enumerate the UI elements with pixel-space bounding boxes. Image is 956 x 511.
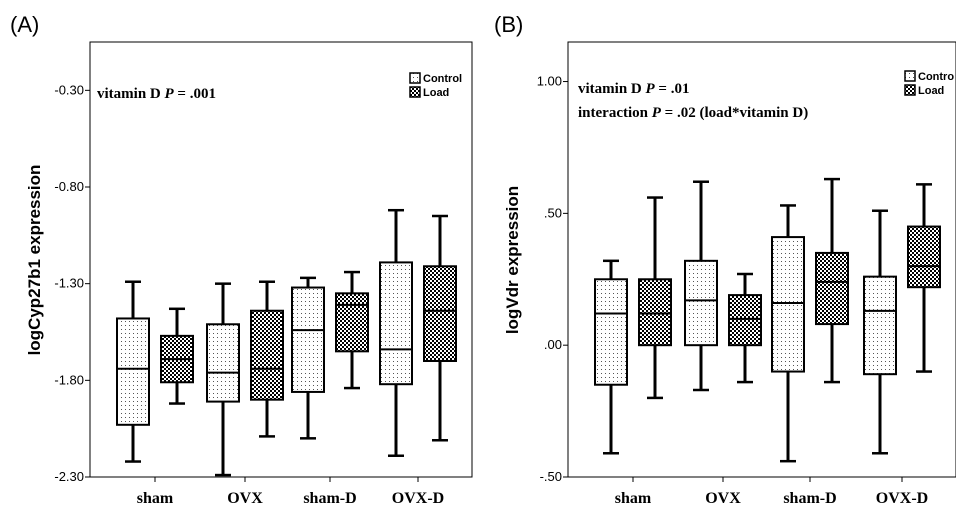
- legend-swatch: [904, 70, 916, 82]
- y-tick-label: -0.30: [54, 82, 84, 97]
- legend: Contro Load: [904, 70, 954, 97]
- panel-label: (A): [10, 12, 39, 37]
- box-iqr: [907, 225, 941, 289]
- y-tick-label: .00: [544, 337, 562, 352]
- box-control-sham: [116, 280, 150, 463]
- box-control-ovx-d: [379, 208, 413, 457]
- box-load-ovx-d: [423, 214, 457, 442]
- legend-entry: Contro: [918, 71, 954, 83]
- y-axis-label: logVdr expression: [503, 186, 522, 334]
- annotation-suffix: = .001: [174, 86, 216, 102]
- x-tick-label-sham: sham: [615, 490, 652, 507]
- box-iqr: [250, 309, 284, 401]
- box-control-sham-d: [291, 276, 325, 440]
- box-contro-ovx-d: [863, 209, 897, 455]
- annotation-prefix: interaction: [578, 105, 652, 121]
- x-tick-label-ovx-d: OVX-D: [392, 490, 444, 507]
- y-tick-label: 1.00: [537, 74, 562, 89]
- box-contro-ovx: [684, 180, 718, 392]
- legend-swatch: [409, 86, 421, 98]
- y-tick-label: -1.80: [54, 372, 84, 387]
- y-tick-label: -1.30: [54, 276, 84, 291]
- stat-annotation: vitamin D P = .01: [578, 81, 689, 97]
- x-tick-label-ovx: OVX: [227, 490, 263, 507]
- annotation-prefix: vitamin D: [97, 86, 165, 102]
- legend: Control Load: [409, 72, 462, 99]
- annotation-stat: P: [646, 81, 656, 97]
- y-tick-label: -.50: [540, 469, 562, 484]
- box-iqr: [206, 323, 240, 403]
- legend-entry: Load: [423, 87, 449, 99]
- annotation-stat: P: [165, 86, 175, 102]
- box-iqr: [684, 259, 718, 347]
- plot-frame: [89, 41, 473, 478]
- y-tick-label: -0.80: [54, 179, 84, 194]
- box-iqr: [771, 236, 805, 373]
- box-load-ovx: [728, 272, 762, 384]
- box-iqr: [638, 278, 672, 347]
- box-load-sham-d: [335, 270, 369, 390]
- legend-swatch: [409, 72, 421, 84]
- box-iqr: [335, 292, 369, 353]
- annotation-prefix: vitamin D: [578, 81, 646, 97]
- box-iqr: [116, 317, 150, 426]
- box-load-ovx-d: [907, 183, 941, 373]
- annotation-stat: P: [652, 105, 662, 121]
- box-load-sham: [160, 307, 194, 405]
- box-contro-sham-d: [771, 204, 805, 463]
- x-tick-label-sham-d: sham-D: [783, 490, 836, 507]
- legend-entry: Load: [918, 85, 944, 97]
- box-iqr: [815, 251, 849, 326]
- annotation-suffix: = .01: [655, 81, 690, 97]
- box-iqr: [863, 275, 897, 376]
- annotation-suffix: = .02 (load*vitamin D): [661, 105, 808, 121]
- legend-swatch: [904, 84, 916, 96]
- box-iqr: [423, 265, 457, 362]
- box-load-ovx: [250, 280, 284, 438]
- x-tick-label-ovx: OVX: [705, 490, 741, 507]
- panel-label: (B): [494, 12, 523, 37]
- stat-annotation: vitamin D P = .001: [97, 86, 216, 102]
- stat-annotation: interaction P = .02 (load*vitamin D): [578, 105, 808, 121]
- legend-entry: Control: [423, 73, 462, 85]
- box-load-sham-d: [815, 177, 849, 384]
- box-contro-sham: [594, 259, 628, 455]
- y-axis-label: logCyp27b1 expression: [25, 165, 44, 356]
- box-iqr: [594, 278, 628, 386]
- box-iqr: [728, 294, 762, 347]
- x-tick-label-sham-d: sham-D: [303, 490, 356, 507]
- x-tick-label-sham: sham: [137, 490, 174, 507]
- x-tick-label-ovx-d: OVX-D: [876, 490, 928, 507]
- panel-a: (A) -2.30 -1.80 -1.30 -0.80 -0.30 logCyp27b1 e…: [10, 12, 473, 507]
- box-iqr: [379, 261, 413, 386]
- box-iqr: [291, 286, 325, 393]
- plot-frame: [567, 41, 956, 478]
- panel-b: (B) -.50 .00 .50 1.00 logVdr expression sham OV…: [494, 12, 956, 507]
- y-tick-label: -2.30: [54, 469, 84, 484]
- y-tick-label: .50: [544, 205, 562, 220]
- box-load-sham: [638, 196, 672, 400]
- box-control-ovx: [206, 282, 240, 477]
